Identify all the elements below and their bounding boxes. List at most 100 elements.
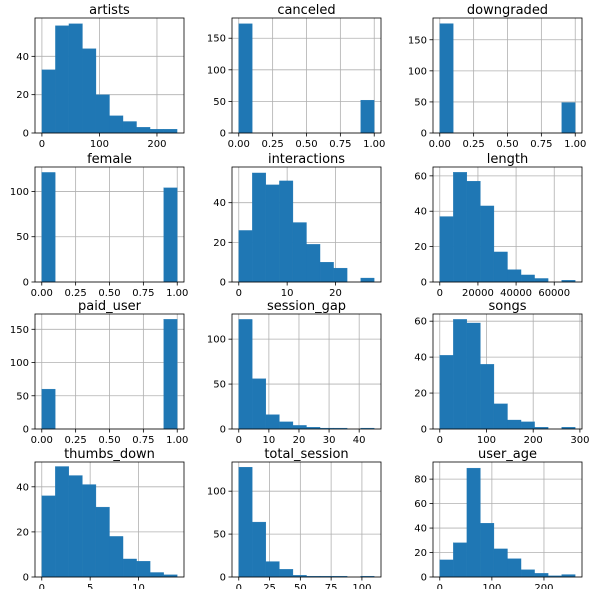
y-tick-label: 100 <box>10 358 29 369</box>
subplot-title: downgraded <box>467 3 548 18</box>
x-tick-label: 40000 <box>500 288 532 299</box>
histogram-bar <box>82 484 97 578</box>
subplot-title: length <box>487 152 528 167</box>
y-tick-label: 60 <box>414 499 427 510</box>
histogram-bar <box>480 523 495 578</box>
subplot-songs: 0 100 200 300 0 20 40 60 songs <box>414 299 589 446</box>
y-tick-label: 0 <box>220 129 226 140</box>
y-tick-label: 20 <box>16 90 29 101</box>
x-tick-label: 0 <box>437 435 443 446</box>
y-tick-label: 50 <box>414 97 427 108</box>
histogram-bar <box>466 181 481 283</box>
x-tick-label: 0.00 <box>429 139 451 150</box>
y-tick-label: 50 <box>213 97 226 108</box>
x-tick-label: 20 <box>293 435 306 446</box>
subplot-length: 0 20000 40000 60000 0 20 40 60 length <box>414 152 583 299</box>
histogram-bar <box>41 495 56 578</box>
x-tick-label: 30 <box>323 435 336 446</box>
histogram-bar <box>333 267 348 283</box>
y-tick-label: 100 <box>408 66 427 77</box>
y-tick-label: 20 <box>16 527 29 538</box>
histogram-bar <box>534 278 549 283</box>
x-tick-label: 0.50 <box>295 139 317 150</box>
x-tick-label: 0 <box>236 435 242 446</box>
histogram-bar <box>360 277 375 283</box>
subplot-title: paid_user <box>78 299 142 314</box>
histogram-bar <box>149 572 164 578</box>
histogram-bar <box>136 561 151 578</box>
subplot-thumbs_down: 0 5 10 0 20 40 thumbs_down <box>16 447 185 589</box>
histogram-bar <box>520 274 535 283</box>
subplot-session_gap: 0 10 20 30 40 0 50 100 session_gap <box>207 299 382 446</box>
y-tick-label: 50 <box>16 391 29 402</box>
y-tick-label: 50 <box>213 530 226 541</box>
x-tick-label: 60000 <box>538 288 570 299</box>
x-tick-label: 0 <box>39 583 45 589</box>
histogram-bar <box>122 558 137 578</box>
histogram-bar <box>466 322 481 430</box>
histogram-bar <box>520 421 535 430</box>
x-tick-label: 200 <box>147 139 166 150</box>
subplot-downgraded: 0.00 0.25 0.50 0.75 1.00 0 50 100 150 downgraded <box>408 3 586 150</box>
histogram-bar <box>493 548 508 578</box>
histogram-bar <box>279 421 294 430</box>
x-tick-label: 300 <box>570 435 589 446</box>
x-tick-label: 75 <box>325 583 338 589</box>
subplot-title: canceled <box>277 3 335 18</box>
x-tick-label: 50 <box>294 583 307 589</box>
y-tick-label: 60 <box>414 317 427 328</box>
histogram-bar <box>95 94 110 134</box>
y-tick-label: 40 <box>213 198 226 209</box>
histogram-bar <box>55 466 70 578</box>
histogram-bar <box>292 222 307 283</box>
histogram-bar <box>136 127 151 134</box>
x-tick-label: 0 <box>236 288 242 299</box>
subplot-total_session: 0 25 50 75 100 0 50 100 total_session <box>207 447 382 589</box>
subplot-title: session_gap <box>267 299 346 314</box>
x-tick-label: 0.00 <box>228 139 250 150</box>
histogram-bar <box>68 475 83 578</box>
x-tick-label: 0.75 <box>132 288 154 299</box>
x-tick-label: 5 <box>87 583 93 589</box>
histogram-bar <box>265 561 280 578</box>
x-tick-label: 100 <box>90 139 109 150</box>
histogram-bar <box>68 23 83 134</box>
y-tick-label: 0 <box>421 129 427 140</box>
histogram-bar <box>439 355 454 430</box>
subplot-artists: 0 100 200 0 20 40 artists <box>16 3 185 150</box>
y-tick-label: 150 <box>408 35 427 46</box>
histogram-bar <box>238 466 253 578</box>
y-tick-label: 20 <box>414 389 427 400</box>
y-tick-label: 100 <box>207 487 226 498</box>
y-tick-label: 150 <box>10 325 29 336</box>
y-tick-label: 60 <box>414 171 427 182</box>
x-tick-label: 0 <box>437 288 443 299</box>
subplot-title: thumbs_down <box>64 447 155 462</box>
x-tick-label: 200 <box>534 583 553 589</box>
histogram-bar <box>453 172 468 283</box>
x-tick-label: 200 <box>524 435 543 446</box>
x-tick-label: 20 <box>329 288 342 299</box>
histogram-bar <box>41 388 56 430</box>
y-tick-label: 40 <box>414 524 427 535</box>
x-tick-label: 0.50 <box>98 288 120 299</box>
histogram-bar <box>238 319 253 430</box>
subplot-title: songs <box>489 299 527 314</box>
x-tick-label: 1.00 <box>166 288 188 299</box>
histogram-bar <box>252 378 267 430</box>
histogram-bar <box>493 251 508 283</box>
x-tick-label: 40 <box>353 435 366 446</box>
histogram-bar <box>360 99 375 134</box>
subplot-title: female <box>87 152 132 167</box>
y-tick-label: 100 <box>10 187 29 198</box>
histogram-bar <box>55 25 70 134</box>
x-tick-label: 0.00 <box>31 288 53 299</box>
axes-frame <box>34 17 185 134</box>
histogram-bar <box>82 48 97 134</box>
x-tick-label: 0.75 <box>530 139 552 150</box>
y-tick-label: 0 <box>23 278 29 289</box>
histogram-bar <box>561 102 576 134</box>
y-tick-label: 40 <box>414 353 427 364</box>
x-tick-label: 1.00 <box>166 435 188 446</box>
histogram-bar <box>252 521 267 578</box>
